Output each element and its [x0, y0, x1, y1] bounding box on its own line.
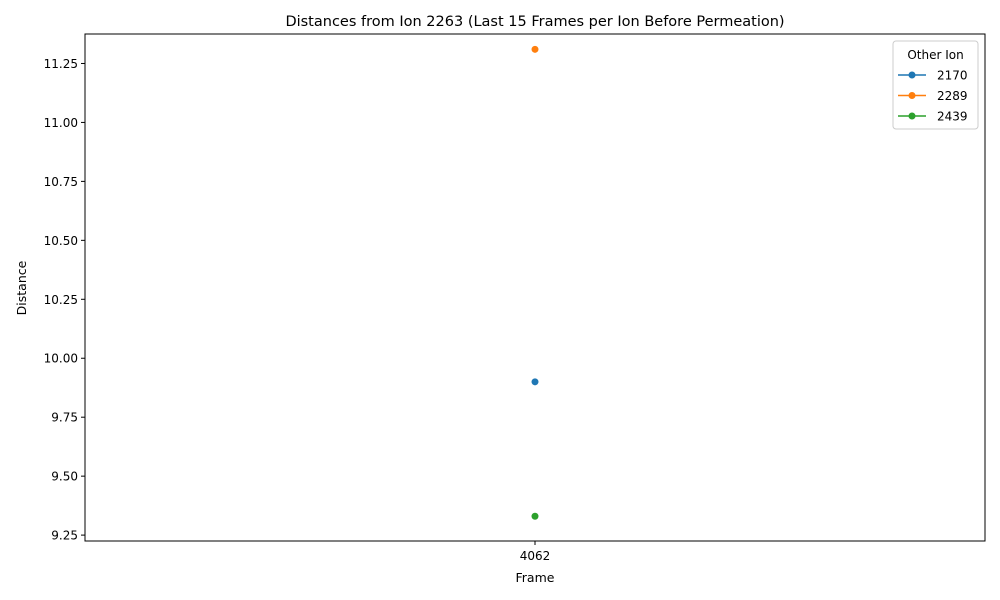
- legend-title: Other Ion: [907, 48, 963, 62]
- series-2170: [531, 378, 539, 386]
- y-tick-label: 11.25: [44, 57, 78, 71]
- y-tick-label: 10.00: [44, 352, 78, 366]
- data-point: [531, 512, 539, 520]
- y-tick-label: 9.50: [51, 470, 78, 484]
- legend-marker: [908, 92, 916, 99]
- data-point: [531, 45, 539, 53]
- series-2439: [531, 512, 539, 520]
- chart-title: Distances from Ion 2263 (Last 15 Frames …: [285, 14, 784, 30]
- x-axis-label: Frame: [516, 570, 555, 585]
- y-tick-label: 10.75: [44, 175, 78, 189]
- x-axis: 4062: [520, 541, 551, 563]
- legend-box: [892, 40, 979, 130]
- x-tick-label: 4062: [520, 549, 551, 563]
- y-axis: 9.25 9.50 9.75 10.00 10.25 10.50 10.75 11.00 11.…: [44, 57, 85, 543]
- legend-marker: [908, 71, 916, 79]
- legend-item: 2439: [898, 110, 968, 124]
- data-point: [531, 378, 539, 386]
- legend-item: 2170: [898, 69, 968, 83]
- y-tick-label: 9.75: [51, 411, 78, 425]
- legend: Other Ion 2170 2289 2439: [892, 40, 979, 130]
- y-tick-label: 11.00: [44, 116, 78, 130]
- legend-item: 2289: [898, 89, 968, 103]
- y-axis-label: Distance: [14, 260, 29, 315]
- series-2289: [531, 45, 539, 53]
- series-layer: [531, 45, 539, 520]
- legend-label: 2439: [937, 110, 968, 124]
- y-tick-label: 9.25: [51, 529, 78, 543]
- legend-label: 2289: [937, 89, 968, 103]
- legend-marker: [908, 112, 916, 120]
- y-tick-label: 10.50: [44, 234, 78, 248]
- y-tick-label: 10.25: [44, 293, 78, 307]
- legend-label: 2170: [937, 69, 968, 83]
